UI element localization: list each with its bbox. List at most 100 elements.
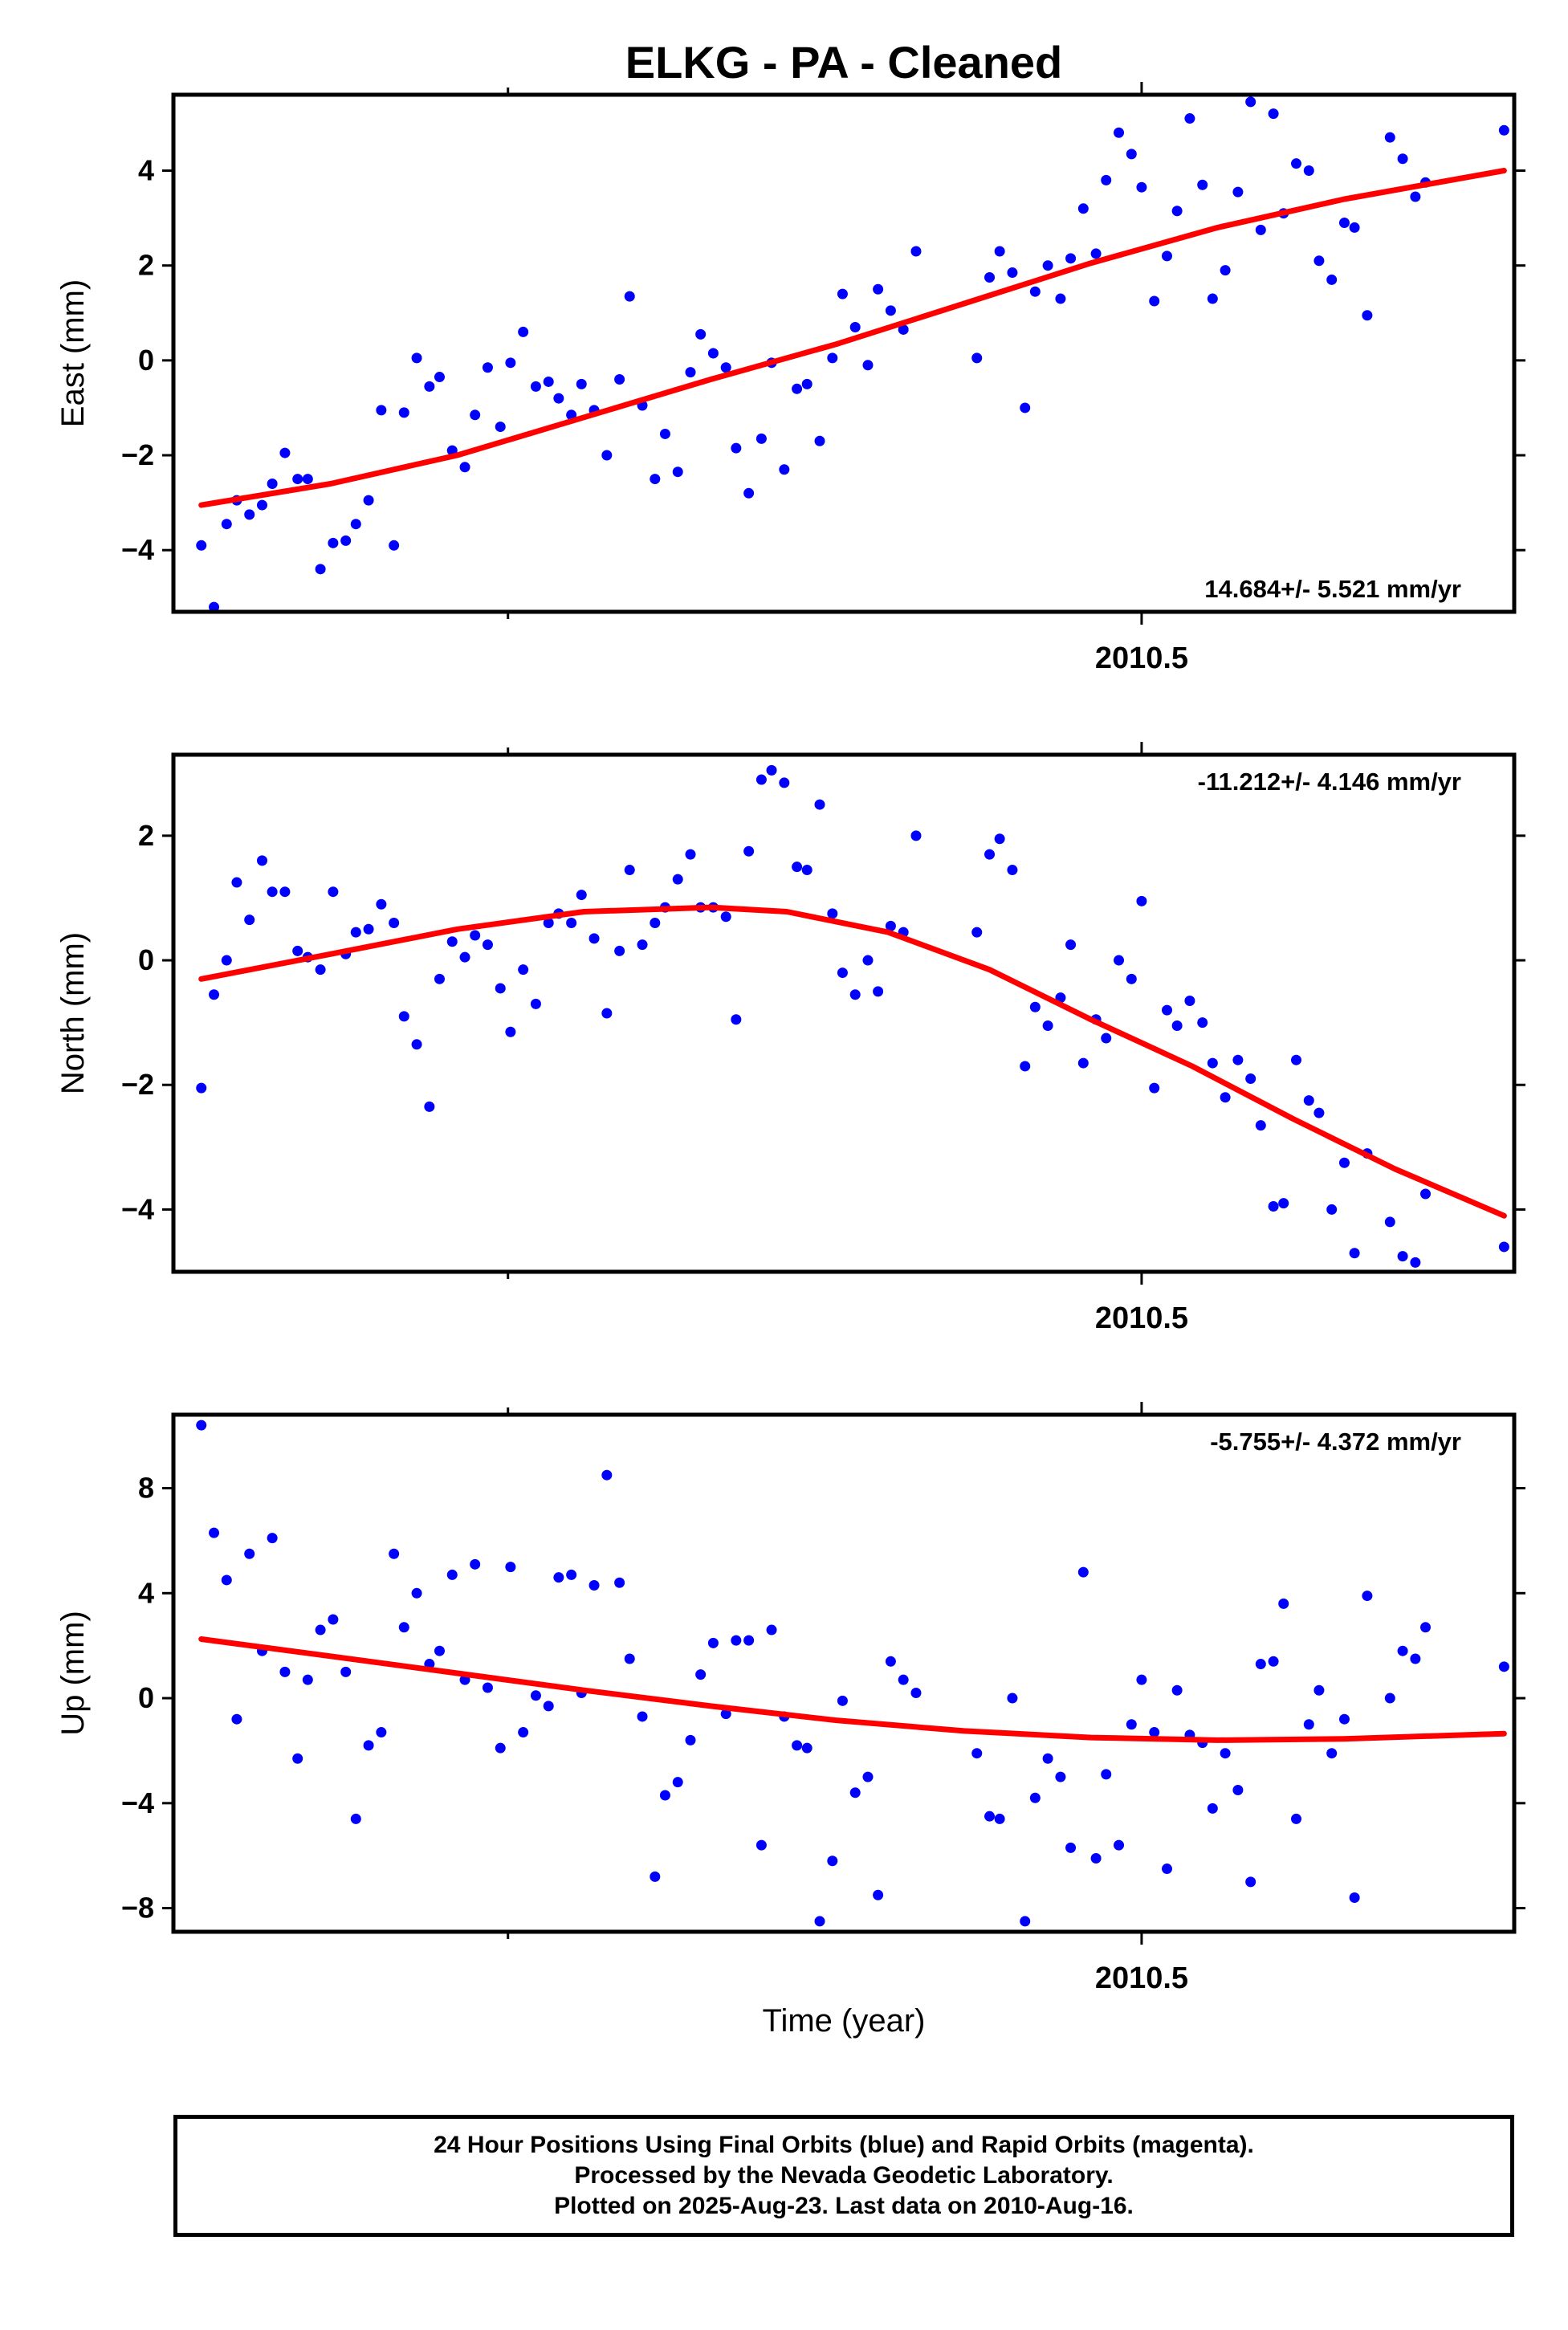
north-point-88	[1291, 1054, 1302, 1065]
north-point-14	[363, 923, 374, 935]
north-point-91	[1326, 1204, 1338, 1215]
up-point-76	[1149, 1727, 1160, 1738]
east-point-27	[518, 326, 529, 337]
north-point-92	[1338, 1157, 1350, 1168]
up-point-13	[350, 1813, 361, 1824]
east-point-69	[1065, 253, 1077, 264]
up-point-17	[398, 1622, 409, 1633]
north-point-72	[1101, 1033, 1112, 1044]
up-point-31	[566, 1569, 577, 1580]
east-point-15	[376, 405, 387, 416]
up-point-92	[1338, 1713, 1350, 1725]
up-point-54	[837, 1695, 848, 1706]
up-point-55	[849, 1787, 861, 1798]
up-point-28	[530, 1690, 541, 1701]
east-point-22	[459, 462, 470, 473]
east-point-81	[1207, 293, 1218, 304]
north-fit-line	[198, 904, 1507, 1219]
north-point-15	[376, 898, 387, 910]
east-point-20	[434, 372, 445, 383]
up-point-85	[1255, 1659, 1266, 1670]
up-point-59	[898, 1674, 909, 1685]
east-point-10	[315, 564, 326, 575]
east-point-52	[814, 435, 825, 446]
north-ytick-label-1: −2	[121, 1068, 154, 1101]
up-point-93	[1349, 1892, 1360, 1904]
up-point-84	[1245, 1876, 1256, 1888]
east-point-72	[1101, 174, 1112, 185]
east-point-14	[363, 495, 374, 506]
north-point-97	[1410, 1257, 1421, 1268]
east-point-95	[1384, 132, 1395, 143]
up-point-58	[885, 1656, 896, 1667]
up-point-35	[614, 1577, 625, 1588]
up-point-71	[1090, 1852, 1102, 1864]
up-point-10	[315, 1624, 326, 1635]
east-point-6	[267, 478, 278, 489]
north-point-1	[209, 989, 220, 1000]
north-point-77	[1162, 1004, 1173, 1016]
up-point-43	[707, 1637, 719, 1648]
east-point-51	[801, 378, 813, 389]
up-point-0	[196, 1420, 207, 1431]
east-point-16	[389, 540, 400, 551]
east-point-25	[495, 422, 506, 433]
up-point-86	[1268, 1656, 1279, 1667]
up-point-81	[1207, 1802, 1218, 1814]
up-point-20	[434, 1645, 445, 1656]
up-plot-area	[196, 1420, 1509, 1927]
up-point-23	[470, 1558, 481, 1570]
up-ytick-label-0: −8	[121, 1892, 154, 1925]
east-plot-area	[196, 96, 1509, 612]
up-point-83	[1232, 1784, 1244, 1795]
north-point-23	[470, 930, 481, 941]
up-point-87	[1278, 1598, 1289, 1609]
north-point-63	[994, 833, 1005, 845]
east-point-63	[994, 246, 1005, 257]
up-point-70	[1077, 1566, 1089, 1578]
north-point-78	[1171, 1020, 1183, 1032]
footer-line-2: Processed by the Nevada Geodetic Laborat…	[574, 2162, 1114, 2189]
north-point-83	[1232, 1054, 1244, 1065]
north-point-40	[672, 874, 683, 885]
east-point-73	[1114, 127, 1125, 138]
up-point-47	[755, 1839, 767, 1851]
east-point-36	[624, 291, 635, 302]
east-point-78	[1171, 206, 1183, 217]
up-rate-label: -5.755+/- 4.372 mm/yr	[1210, 1428, 1461, 1456]
up-point-62	[984, 1811, 996, 1822]
up-point-8	[292, 1753, 303, 1764]
east-point-54	[837, 288, 848, 299]
east-point-44	[720, 362, 731, 373]
east-point-56	[862, 360, 874, 371]
north-point-11	[328, 886, 339, 898]
east-point-7	[279, 447, 291, 458]
up-xtick-label-0: 2010.5	[1095, 1961, 1188, 1995]
north-plot-area	[196, 764, 1509, 1268]
north-point-73	[1114, 955, 1125, 966]
east-point-57	[873, 283, 884, 295]
north-point-27	[518, 964, 529, 976]
east-point-97	[1410, 191, 1421, 202]
up-point-6	[267, 1533, 278, 1544]
east-point-41	[685, 367, 696, 378]
north-point-28	[530, 998, 541, 1009]
north-point-41	[685, 849, 696, 860]
north-point-26	[505, 1026, 516, 1037]
east-point-8	[292, 474, 303, 485]
north-point-52	[814, 799, 825, 810]
east-point-47	[755, 433, 767, 444]
east-point-80	[1197, 179, 1208, 190]
north-point-60	[910, 830, 922, 841]
north-point-5	[256, 855, 267, 866]
up-ytick-label-1: −4	[121, 1786, 154, 1819]
up-point-48	[766, 1624, 777, 1635]
north-point-22	[459, 951, 470, 963]
up-point-75	[1136, 1674, 1147, 1685]
east-point-88	[1291, 158, 1302, 169]
north-point-3	[231, 877, 242, 888]
north-point-76	[1149, 1082, 1160, 1094]
east-point-92	[1338, 218, 1350, 229]
north-y-axis-label: North (mm)	[55, 932, 91, 1094]
